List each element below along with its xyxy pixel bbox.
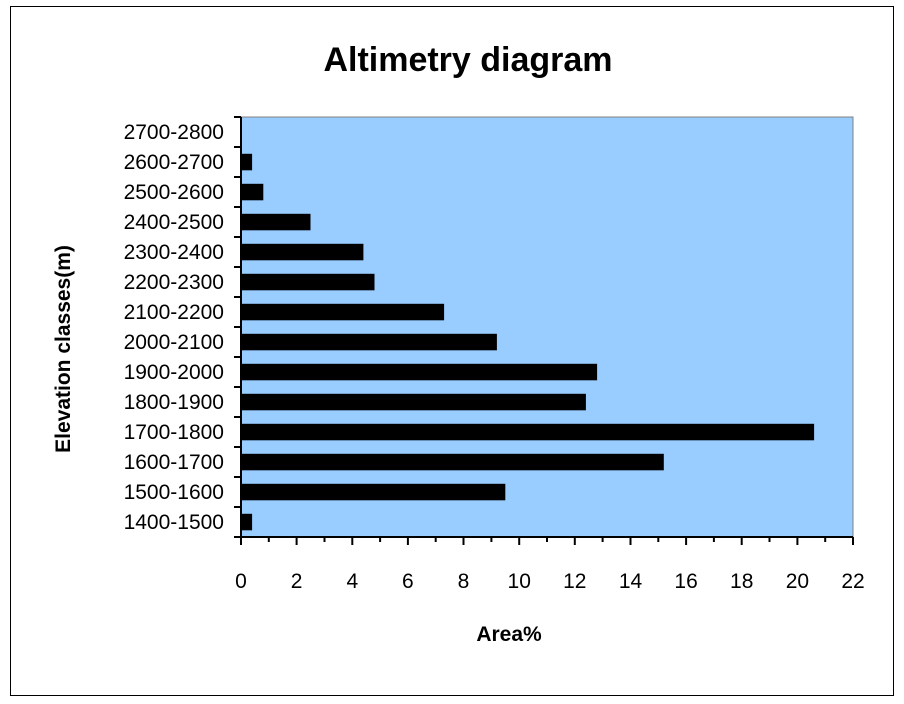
chart-title: Altimetry diagram bbox=[323, 41, 612, 79]
x-tick-label: 2 bbox=[291, 570, 303, 593]
bar-2400-2500 bbox=[241, 213, 311, 231]
category-label: 2000-2100 bbox=[124, 331, 224, 354]
category-label: 2400-2500 bbox=[124, 211, 224, 234]
bar-1900-2000 bbox=[241, 363, 598, 381]
category-label: 2700-2800 bbox=[124, 121, 224, 144]
bar-1600-1700 bbox=[241, 453, 664, 471]
bar-1400-1500 bbox=[241, 513, 253, 531]
bar-1700-1800 bbox=[241, 423, 815, 441]
plot-area bbox=[240, 116, 854, 538]
x-tick-label: 14 bbox=[619, 570, 643, 593]
category-label: 1700-1800 bbox=[124, 421, 224, 444]
bar-2000-2100 bbox=[241, 333, 497, 351]
axes-group bbox=[234, 116, 854, 545]
category-labels: 1400-1500 1500-1600 1600-1700 1700-1800 1800… bbox=[124, 121, 224, 534]
bar-2200-2300 bbox=[241, 273, 375, 291]
x-tick-label: 22 bbox=[841, 570, 864, 593]
x-tick-label: 12 bbox=[563, 570, 586, 593]
category-label: 1600-1700 bbox=[124, 451, 224, 474]
category-label: 1500-1600 bbox=[124, 481, 224, 504]
x-tick-label: 10 bbox=[508, 570, 531, 593]
x-axis-label: Area% bbox=[476, 623, 542, 646]
bar-2600-2700 bbox=[241, 153, 253, 171]
category-label: 1800-1900 bbox=[124, 391, 224, 414]
bars-group bbox=[241, 153, 815, 531]
x-tick-label: 8 bbox=[458, 570, 470, 593]
category-label: 2500-2600 bbox=[124, 181, 224, 204]
x-tick-label: 18 bbox=[730, 570, 753, 593]
bar-2300-2400 bbox=[241, 243, 364, 261]
chart-frame bbox=[10, 6, 894, 696]
category-label: 2300-2400 bbox=[124, 241, 224, 264]
y-axis-label: Elevation classes(m) bbox=[52, 245, 75, 453]
bar-2100-2200 bbox=[241, 303, 445, 321]
x-tick-label: 0 bbox=[235, 570, 247, 593]
category-label: 1900-2000 bbox=[124, 361, 224, 384]
category-label: 2100-2200 bbox=[124, 301, 224, 324]
x-tick-labels: 0 2 4 6 8 10 12 14 16 18 20 22 bbox=[235, 570, 865, 593]
x-tick-label: 20 bbox=[786, 570, 809, 593]
bar-1500-1600 bbox=[241, 483, 506, 501]
x-tick-label: 16 bbox=[674, 570, 697, 593]
x-tick-label: 4 bbox=[346, 570, 358, 593]
category-label: 1400-1500 bbox=[124, 511, 224, 534]
category-label: 2600-2700 bbox=[124, 151, 224, 174]
bar-2500-2600 bbox=[241, 183, 264, 201]
bar-1800-1900 bbox=[241, 393, 586, 411]
category-label: 2200-2300 bbox=[124, 271, 224, 294]
x-tick-label: 6 bbox=[402, 570, 414, 593]
